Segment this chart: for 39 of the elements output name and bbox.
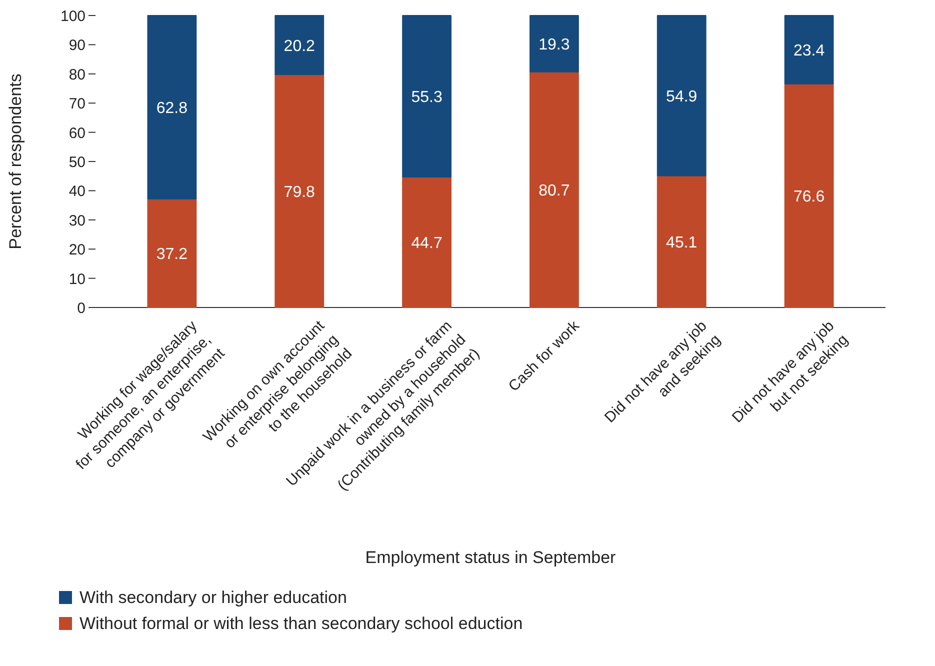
- data-label: 23.4: [793, 42, 825, 60]
- bar: [530, 15, 579, 72]
- y-tick-label: 70: [68, 96, 86, 113]
- y-tick-label: 10: [68, 270, 86, 288]
- y-tick-label: 0: [77, 300, 86, 317]
- data-label: 55.3: [411, 89, 442, 106]
- y-tick-label: 20: [68, 242, 86, 259]
- bar: [656, 15, 706, 176]
- legend-label: With secondary or higher education: [80, 588, 347, 607]
- data-label: 54.9: [666, 88, 698, 106]
- y-axis-title: Percent of respondents: [6, 74, 25, 250]
- legend-label: Without formal or with less than secondary school eduction: [80, 614, 523, 633]
- data-label: 19.3: [538, 36, 570, 54]
- bar: [656, 175, 706, 308]
- bar: [530, 71, 579, 308]
- x-axis-title: Employment status in September: [365, 548, 616, 567]
- data-label: 37.2: [156, 246, 188, 264]
- data-label: 44.7: [411, 235, 442, 252]
- data-label: 79.8: [284, 184, 316, 201]
- bar: [274, 74, 324, 308]
- data-label: 62.8: [156, 100, 188, 118]
- y-tick-label: 60: [68, 124, 86, 142]
- bar: [274, 15, 324, 75]
- bar: [402, 15, 452, 178]
- bar: [784, 15, 834, 84]
- bar: [784, 83, 834, 308]
- bar: [147, 15, 197, 200]
- y-tick-label: 50: [68, 154, 86, 171]
- bar: [402, 176, 452, 308]
- y-tick-label: 80: [68, 66, 86, 84]
- data-label: 45.1: [666, 234, 698, 252]
- data-label: 20.2: [284, 38, 316, 55]
- data-label: 76.6: [793, 188, 825, 206]
- y-tick-label: 90: [68, 37, 86, 54]
- y-tick-label: 100: [60, 8, 86, 25]
- y-tick-label: 40: [68, 183, 86, 200]
- y-tick-label: 30: [68, 212, 86, 230]
- data-label: 80.7: [538, 182, 570, 200]
- bar: [147, 198, 197, 308]
